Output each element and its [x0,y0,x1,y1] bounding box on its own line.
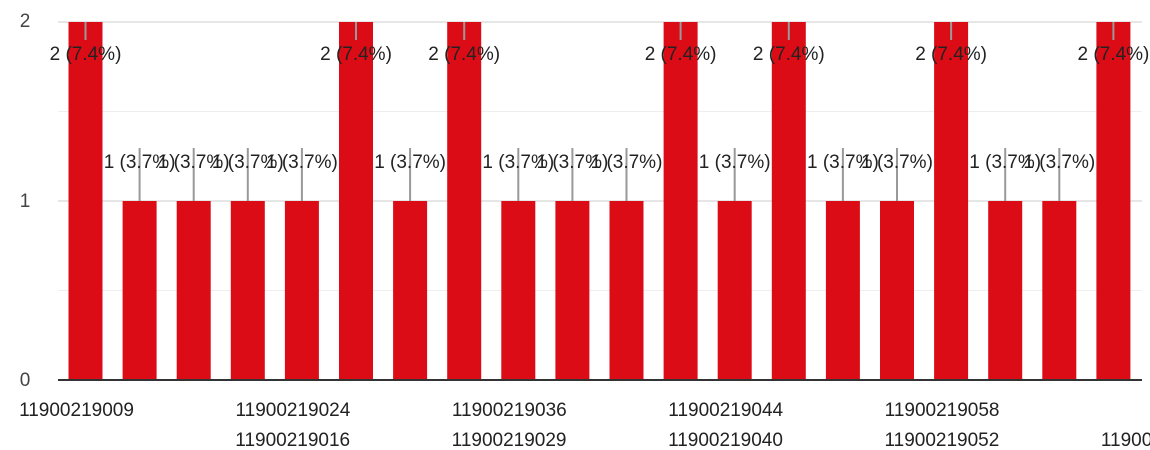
x-tick-label: 11900219016 [235,430,350,450]
bar [1042,201,1077,380]
bar [176,201,211,380]
x-tick-label: 11900219044 [668,400,783,421]
data-label: 1 (3.7%) [104,152,176,173]
y-tick-label: 0 [20,370,31,391]
data-label: 1 (3.7%) [266,152,338,173]
x-tick-label: 11900219058 [885,400,1000,421]
data-label: 1 (3.7%) [212,152,284,173]
data-label: 2 (7.4%) [320,44,392,65]
data-label: 1 (3.7%) [536,152,608,173]
bar [717,201,752,380]
bar [393,201,428,380]
bar [447,22,482,380]
bar [122,201,157,380]
data-label: 2 (7.4%) [428,44,500,65]
bar [68,22,103,380]
data-label: 1 (3.7%) [1023,152,1095,173]
data-label: 2 (7.4%) [753,44,825,65]
data-label: 1 (3.7%) [591,152,663,173]
x-tick-label: 11900219061 [1101,430,1150,450]
data-label: 1 (3.7%) [482,152,554,173]
x-axis-ticks: 11900219009 11900219016 11900219024 1190021… [19,400,1150,450]
data-label: 1 (3.7%) [374,152,446,173]
y-axis-ticks: 0 1 2 [20,11,31,391]
bar [555,201,590,380]
data-label: 1 (3.7%) [699,152,771,173]
data-label: 2 (7.4%) [1077,44,1149,65]
bar [880,201,914,380]
bar [988,201,1023,380]
data-label: 1 (3.7%) [807,152,879,173]
data-label: 2 (7.4%) [645,44,717,65]
label-leader-lines [84,22,1115,201]
y-tick-label: 1 [20,191,31,212]
x-tick-label: 11900219009 [19,400,134,421]
bars [68,22,1131,380]
data-labels: 2 (7.4%)1 (3.7%)1 (3.7%)1 (3.7%)1 (3.7%)… [50,44,1150,173]
data-label: 2 (7.4%) [50,44,122,65]
bar [934,22,969,380]
data-label: 1 (3.7%) [969,152,1041,173]
bar [663,22,698,380]
bar [825,201,860,380]
data-label: 1 (3.7%) [158,152,230,173]
x-tick-label: 11900219029 [452,430,567,450]
data-label: 1 (3.7%) [861,152,933,173]
x-tick-label: 11900219040 [668,430,783,450]
y-tick-label: 2 [20,11,31,32]
x-tick-label: 11900219052 [884,430,999,450]
x-tick-label: 11900219036 [452,400,567,421]
data-label: 2 (7.4%) [915,44,987,65]
bar [1096,22,1131,380]
bar [771,22,806,380]
bar [501,201,536,380]
bar [284,201,319,380]
bar [339,22,373,380]
bar [609,201,644,380]
bar [230,201,265,380]
x-tick-label: 11900219024 [235,400,350,421]
